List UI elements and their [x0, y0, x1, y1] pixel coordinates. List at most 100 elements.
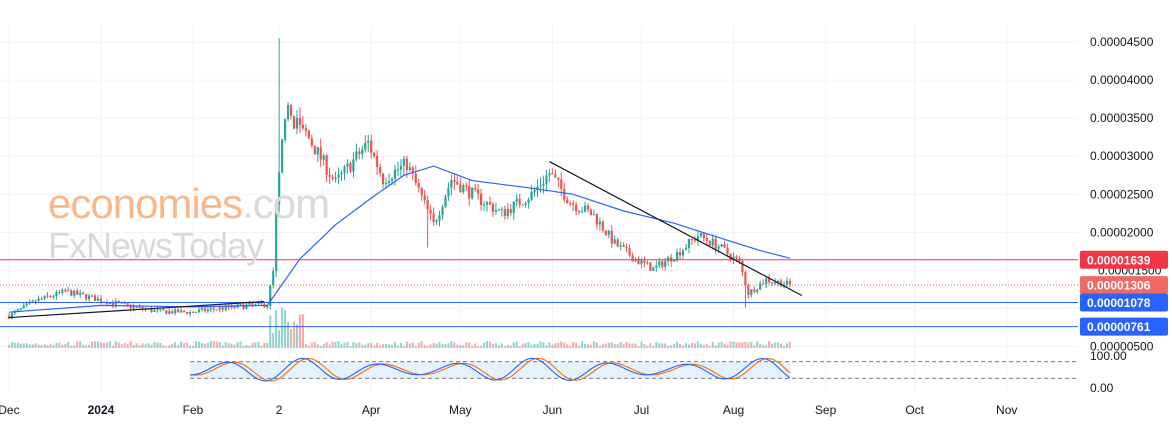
candle-body	[87, 295, 91, 300]
candle-body	[316, 147, 319, 155]
candle-body	[750, 289, 753, 296]
volume-bar	[515, 341, 518, 348]
volume-bar	[542, 342, 545, 348]
candle-body	[275, 204, 278, 272]
candle-body	[153, 310, 156, 312]
candle-body	[785, 280, 789, 285]
candle-body	[16, 309, 19, 312]
volume-bar	[690, 342, 693, 348]
volume-bar	[221, 345, 224, 348]
volume-bar	[263, 343, 266, 348]
volume-bar	[144, 344, 147, 348]
volume-bar	[88, 344, 91, 348]
stochastic-tick-label: 100.00	[1090, 349, 1127, 363]
volume-bar	[266, 342, 269, 348]
volume-bar	[408, 343, 411, 348]
volume-bar	[652, 345, 655, 348]
trendline-2	[549, 161, 803, 297]
volume-bar	[518, 345, 521, 348]
candle-body	[239, 304, 242, 306]
candle-body	[527, 199, 530, 204]
volume-bar	[114, 341, 117, 348]
volume-bar	[613, 344, 616, 348]
candle-body	[619, 245, 622, 247]
candle-body	[539, 185, 542, 187]
candle-body	[771, 282, 774, 284]
volume-bar	[346, 341, 349, 348]
candle-body	[515, 198, 518, 202]
volume-bar	[732, 341, 735, 348]
volume-bar	[771, 343, 774, 348]
candle-body	[334, 177, 337, 179]
volume-bar	[165, 345, 168, 348]
volume-bar	[218, 342, 221, 348]
candle-body	[482, 204, 486, 206]
volume-bar	[777, 342, 780, 348]
candle-body	[631, 255, 634, 262]
candle-body	[678, 252, 682, 256]
volume-bar	[578, 345, 581, 348]
volume-bar	[587, 344, 589, 348]
volume-bar	[307, 345, 310, 348]
candle-body	[358, 151, 361, 155]
volume-bar	[186, 342, 189, 348]
candle-body	[319, 147, 322, 160]
time-tick-label: May	[449, 403, 472, 417]
volume-bar	[224, 342, 227, 348]
candle-body	[405, 158, 408, 170]
volume-bar	[76, 341, 79, 348]
candle-body	[123, 302, 126, 304]
candle-body	[379, 167, 382, 174]
volume-bar	[352, 341, 355, 348]
candle-body	[649, 262, 652, 271]
volume-bar	[379, 345, 382, 348]
volume-bar	[189, 345, 192, 348]
volume-bar	[768, 341, 771, 348]
volume-bar	[153, 342, 156, 348]
volume-bar	[462, 345, 465, 348]
volume-bar	[646, 345, 649, 348]
volume-bar	[589, 344, 592, 348]
candle-body	[289, 105, 293, 116]
candle-body	[569, 203, 572, 205]
volume-bar	[509, 345, 512, 348]
volume-bar	[607, 342, 610, 348]
candle-body	[337, 174, 340, 178]
candle-body	[257, 302, 260, 304]
candle-body	[488, 202, 492, 205]
volume-bar	[123, 342, 126, 348]
volume-bar	[367, 343, 370, 348]
candle-body	[67, 290, 70, 292]
candle-body	[364, 142, 367, 150]
time-tick-label: Oct	[905, 403, 924, 417]
volume-bar	[512, 342, 515, 348]
volume-bar	[679, 343, 682, 348]
candle-body	[447, 187, 450, 197]
candle-body	[453, 180, 456, 182]
candle-body	[93, 295, 97, 301]
volume-bar	[785, 343, 788, 348]
candle-body	[741, 260, 744, 273]
level-badge	[1080, 317, 1168, 336]
candle-body	[542, 183, 545, 186]
candle-body	[474, 187, 477, 190]
volume-bar	[423, 344, 426, 348]
volume-layer	[7, 307, 791, 348]
candle-body	[171, 311, 174, 314]
volume-bar	[708, 345, 711, 348]
volume-bar	[108, 341, 111, 348]
volume-bar	[293, 321, 295, 348]
time-tick-label: Sep	[815, 403, 837, 417]
volume-bar	[281, 307, 284, 348]
volume-bar	[301, 314, 304, 348]
volume-bar	[685, 343, 687, 348]
candle-body	[560, 179, 563, 189]
candle-body	[563, 188, 566, 200]
volume-bar	[714, 345, 717, 348]
candle-body	[429, 209, 432, 214]
stochastic-layer	[190, 357, 1078, 382]
volume-bar	[759, 343, 762, 348]
candle-body	[411, 167, 414, 174]
volume-bar	[426, 345, 429, 348]
